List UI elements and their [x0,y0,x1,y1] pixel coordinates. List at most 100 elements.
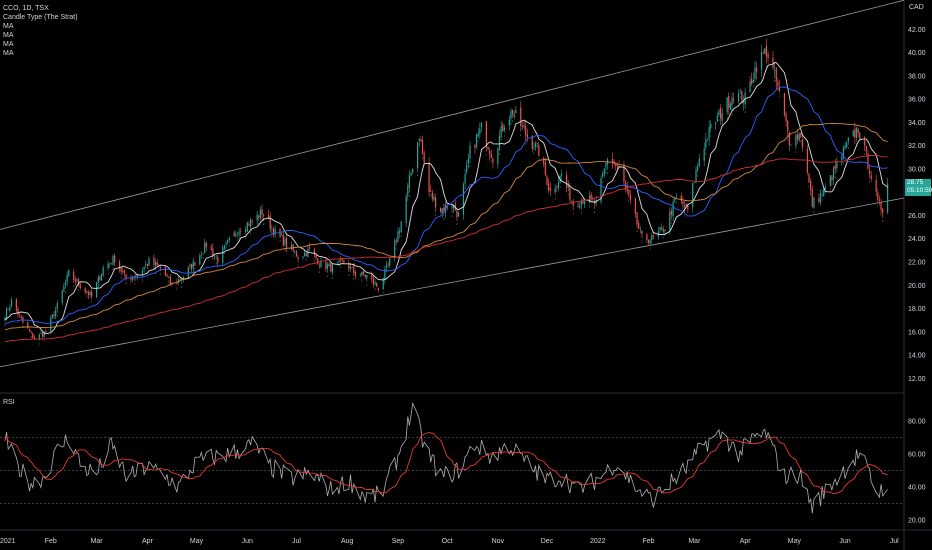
strat-candle-type-label: 2 [774,79,776,83]
strat-candle-type-label: 1 [589,204,591,208]
strat-candle-type-label: 2 [512,119,514,123]
candle-body [55,309,57,317]
candle-body [50,317,52,332]
strat-candle-type-label: 2 [869,179,871,183]
strat-candle-type-label: 2 [499,152,501,156]
strat-candle-type-label: 1 [245,236,247,240]
strat-candle-type-label: 2 [568,192,570,196]
rsi-tick-label: 80.00 [908,418,926,425]
candle-body [628,190,630,195]
strat-candle-type-label: 1 [520,133,522,137]
strat-candle-type-label: 1 [39,341,41,345]
ma-label-2[interactable]: MA [3,32,14,39]
candle-body [91,291,93,297]
ma-label-4[interactable]: MA [3,50,14,57]
candle-body [376,282,378,287]
candle-body [325,261,327,270]
candle-body [423,152,425,163]
candle-body [100,273,103,281]
candle-body [887,183,889,213]
candle-body [682,201,684,205]
candle-body [245,229,247,233]
strat-candle-type-label: 2 [168,279,170,283]
candle-body [615,163,617,166]
strat-candle-type-label: 2 [279,239,281,243]
candle-body [86,291,88,293]
candle-body [261,209,263,215]
candle-body [74,279,76,282]
candle-body [122,271,124,273]
candle-body [636,212,638,225]
time-tick-label: Feb [642,538,654,545]
candle-body [751,78,753,85]
candle-body [317,258,319,265]
candle-body [811,189,813,207]
candle-body [408,175,411,188]
ma-label-3[interactable]: MA [3,41,14,48]
candle-body [15,299,17,311]
strat-candle-type-label: 1 [477,139,479,143]
candle-body [783,93,786,115]
channel-line-lower [0,197,905,368]
currency-label[interactable]: CAD [909,4,924,11]
rsi-label[interactable]: RSI [3,399,15,406]
candle-body [469,145,471,159]
candle-body [579,205,581,208]
candle-body [410,173,412,176]
candle-body [466,164,468,173]
candle-body [462,184,465,215]
time-tick-label: Jun [242,538,253,545]
indicator-label[interactable]: Candle Type (The Strat) [3,14,78,21]
candle-body [521,125,524,127]
candle-body [590,194,592,199]
strat-candle-type-label: 2 [374,287,376,291]
candle-body [395,240,397,242]
candle-body [533,148,535,150]
candle-body [765,45,768,57]
strat-candle-type-label: 2 [30,335,32,339]
time-tick-label: Sep [392,538,405,545]
candle-body [362,271,365,275]
symbol-label[interactable]: CCO, 1D, TSX [3,5,49,12]
candle-body [602,173,604,177]
candle-body [387,264,389,265]
candle-body [572,201,574,206]
candle-body [451,206,453,208]
candle-body [869,170,871,175]
candle-body [538,145,540,156]
candle-body [844,145,846,149]
candle-body [819,193,822,203]
candle-body [489,150,491,155]
candle-body [600,178,602,202]
candle-body [457,212,460,217]
candle-body [407,185,409,196]
strat-candle-type-label: 1 [176,286,178,290]
rsi-line [4,401,888,514]
candle-body [28,329,31,331]
candle-body [148,258,150,266]
candle-body [875,180,877,192]
strat-candle-type-label: 2 [194,267,196,271]
strat-candle-type-label: 2 [636,229,638,233]
candle-body [634,198,637,214]
strat-candle-type-label: 2 [525,141,527,145]
candle-body [431,192,433,199]
candle-body [603,168,605,175]
candle-body [435,197,437,208]
chart-legend: CCO, 1D, TSX Candle Type (The Strat) MA … [3,4,78,58]
candle-body [114,255,116,263]
strat-candle-type-label: 1 [65,290,67,294]
strat-candle-type-label: 2 [401,234,403,238]
ma-label-1[interactable]: MA [3,23,14,30]
candle-body [418,138,420,141]
strat-candle-type-label: 2 [843,161,845,165]
candle-body [487,147,489,150]
candle-body [215,256,217,258]
strat-candle-type-label: 1 [710,134,712,138]
strat-candle-type-label: 1 [120,276,122,280]
candle-body [205,243,207,248]
strat-candle-type-label: 2 [319,270,321,274]
candle-body [107,263,109,269]
time-tick-label: Jul [292,538,301,545]
